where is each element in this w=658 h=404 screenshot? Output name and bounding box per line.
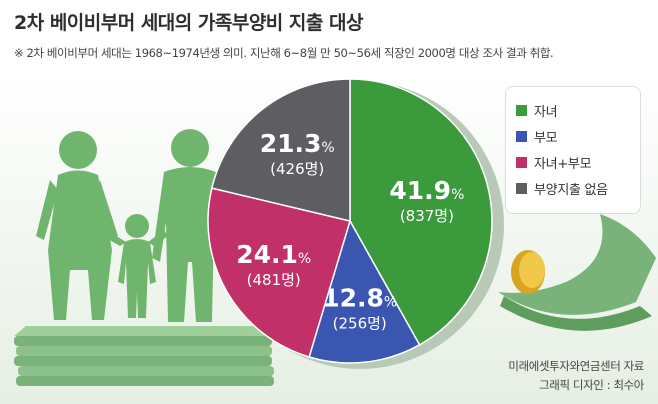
chart-legend: 자녀 부모 자녀+부모 부양지출 없음 — [505, 86, 641, 214]
source-note: 미래에셋투자와연금센터 자료 — [508, 359, 644, 373]
legend-item-children: 자녀 — [516, 97, 640, 123]
legend-label-no-support: 부양지출 없음 — [534, 182, 608, 198]
pie-slice-no-support — [210, 78, 351, 222]
legend-label-parents: 부모 — [534, 130, 558, 146]
pie-count-label-no-support: (426명) — [270, 160, 324, 178]
pie-value-label-no-support: 21.3% — [260, 129, 335, 158]
legend-label-children-and-parents: 자녀+부모 — [534, 156, 592, 172]
pie-count-label-children-and-parents: (481명) — [247, 271, 301, 289]
legend-item-no-support: 부양지출 없음 — [516, 175, 640, 201]
pie-slice-parents — [308, 219, 421, 364]
pie-slice-children-and-parents — [207, 187, 351, 358]
legend-item-children-and-parents: 자녀+부모 — [516, 149, 640, 175]
pie-count-label-children: (837명) — [400, 207, 454, 225]
pie-chart: 41.9% (837명) 12.8% (256명) 24.1% (481명) 21.3% (4… — [207, 78, 504, 369]
legend-swatch-children — [516, 104, 527, 116]
banknote-coin-illustration — [498, 214, 656, 331]
pie-value-label-children: 41.9% — [389, 176, 464, 205]
pie-value-label-parents: 12.8% — [322, 284, 397, 313]
legend-label-children: 자녀 — [534, 104, 558, 120]
pie-slice-children — [349, 78, 493, 346]
pie-value-label-children-and-parents: 24.1% — [236, 240, 311, 269]
chart-subtitle: ※ 2차 베이비부머 세대는 1968~1974년생 의미. 지난해 6~8월 … — [14, 46, 554, 60]
legend-swatch-parents — [516, 130, 527, 142]
chart-title: 2차 베이비부머 세대의 가족부양비 지출 대상 — [14, 12, 363, 34]
pie-count-label-parents: (256명) — [333, 315, 387, 333]
design-credit: 그래픽 디자인 : 최수아 — [539, 378, 644, 392]
legend-item-parents: 부모 — [516, 123, 640, 149]
source-credit: 미래에셋투자와연금센터 자료 그래픽 디자인 : 최수아 — [508, 357, 644, 395]
money-stack-illustration — [14, 326, 276, 386]
legend-swatch-no-support — [516, 182, 527, 194]
legend-swatch-children-and-parents — [516, 156, 527, 168]
